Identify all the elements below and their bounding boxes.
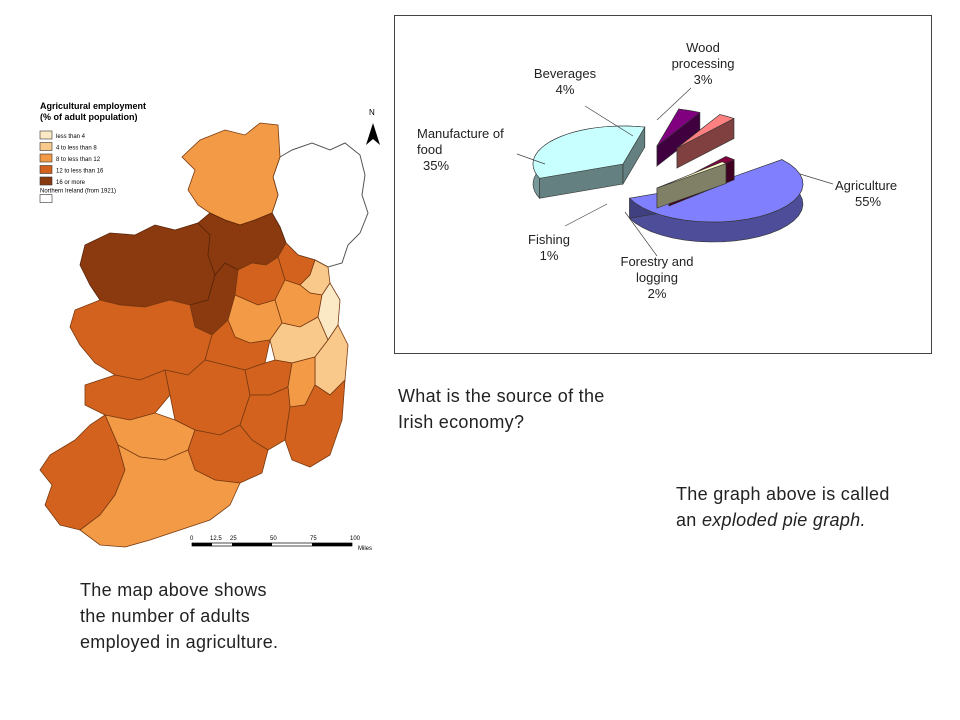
leader-line	[516, 153, 546, 165]
question-line2: Irish economy?	[398, 412, 525, 432]
legend-label: 4 to less than 8	[56, 146, 97, 152]
slice-label: Forestry and logging 2%	[621, 254, 694, 301]
graph-note-prefix: an	[676, 510, 702, 530]
north-label: N	[369, 108, 375, 117]
legend-title-line2: (% of adult population)	[40, 112, 137, 122]
map-note-line2: the number of adults	[80, 606, 251, 626]
scale-tick-label: 75	[310, 536, 317, 542]
leader-line	[624, 211, 658, 257]
pie-svg: Agriculture 55% Manufacture of food 35% Bever…	[417, 40, 897, 301]
map-legend: less than 4 4 to less than 8 8 to less tha…	[39, 130, 116, 203]
question-text: What is the source of the Irish economy?	[398, 383, 605, 435]
slice-label: Wood processing 3%	[672, 40, 735, 87]
slice-label: Beverages 4%	[534, 66, 597, 97]
exploded-pie-chart: Agriculture 55% Manufacture of food 35% Bever…	[394, 15, 932, 354]
agricultural-employment-map: Agricultural employment (% of adult popu…	[30, 95, 390, 565]
slice-label: Agriculture 55%	[835, 178, 897, 209]
region-wexford	[284, 378, 346, 468]
leader-line	[584, 105, 634, 137]
pie-slice-beverages	[656, 108, 701, 168]
map-note-line3: employed in agriculture.	[80, 632, 279, 652]
legend-title-line1: Agricultural employment	[40, 101, 146, 111]
legend-swatch	[39, 176, 53, 186]
graph-note: The graph above is called an exploded pi…	[676, 481, 890, 533]
leader-line	[656, 87, 692, 121]
legend-swatch	[39, 153, 53, 163]
map-note: The map above shows the number of adults…	[80, 577, 278, 655]
leader-line	[799, 173, 834, 185]
legend-label: 12 to less than 16	[56, 169, 104, 175]
graph-note-italic: exploded pie graph.	[701, 510, 866, 530]
scale-tick-label: 50	[270, 536, 277, 542]
scale-tick-label: 100	[350, 536, 361, 542]
legend-label: 16 or more	[56, 180, 86, 186]
region-clare	[84, 369, 171, 421]
legend-swatch	[39, 130, 53, 140]
slice-label: Manufacture of food 35%	[417, 126, 504, 173]
region-galway	[69, 299, 213, 381]
region-cork	[79, 444, 241, 548]
legend-swatch	[39, 194, 53, 203]
question-line1: What is the source of the	[398, 386, 605, 406]
legend-label: 8 to less than 12	[56, 157, 101, 163]
leader-line	[564, 203, 608, 227]
region-donegal	[181, 122, 281, 226]
scale-tick-label: 25	[230, 536, 237, 542]
region-mayo	[79, 222, 216, 308]
pie-slice-manufacture-of-food	[532, 125, 646, 200]
graph-note-line2: an exploded pie graph.	[676, 507, 890, 533]
graph-note-line1: The graph above is called	[676, 484, 890, 504]
legend-label: Northern Ireland (from 1921)	[40, 189, 116, 195]
scale-tick-label: 12.5	[210, 536, 222, 542]
pie-slice-wood-processing	[676, 113, 735, 169]
map-note-line1: The map above shows	[80, 580, 267, 600]
scale-unit: Miles	[358, 546, 372, 552]
map-svg: Agricultural employment (% of adult popu…	[39, 101, 380, 552]
scale-tick-label: 0	[190, 536, 194, 542]
map-scale-bar: 0 12.5 25 50 75 100 Miles	[190, 536, 372, 552]
legend-swatch	[39, 165, 53, 174]
slice-label: Fishing 1%	[528, 232, 570, 263]
legend-swatch	[39, 142, 53, 151]
north-arrow-icon: N	[366, 108, 380, 145]
pie-slice-fishing	[656, 161, 727, 209]
legend-label: less than 4	[56, 134, 86, 140]
